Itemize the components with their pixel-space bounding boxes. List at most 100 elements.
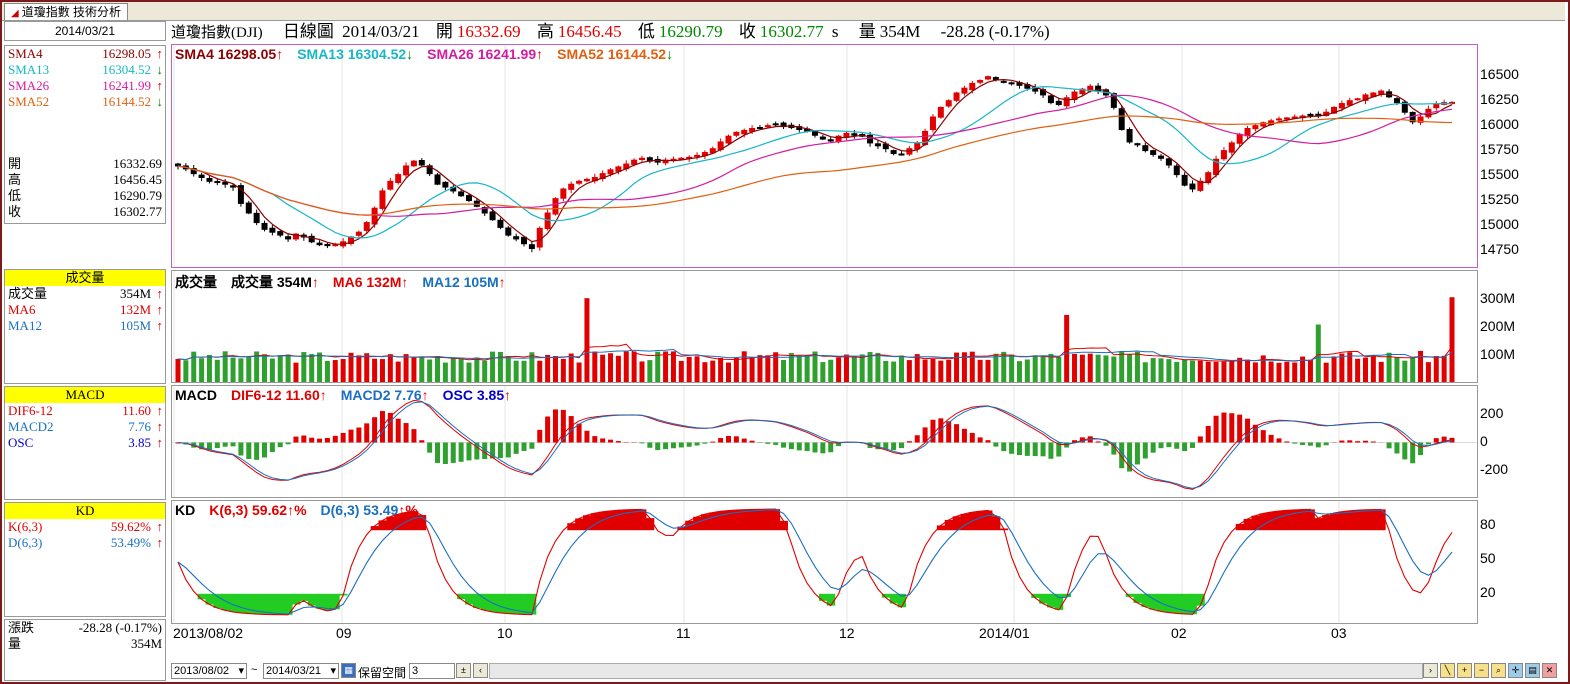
legend-item: KD bbox=[175, 502, 195, 518]
macd-chart[interactable]: MACD DIF6-12 11.60↑ MACD2 7.76↑ OSC 3.85↑ bbox=[171, 385, 1478, 498]
candle-body bbox=[245, 202, 252, 214]
osc-bar bbox=[1024, 442, 1030, 456]
price-legend: SMA4 16298.05↑ SMA13 16304.52↓ SMA26 16241… bbox=[175, 46, 687, 62]
macd-info-row: ↑ OSC 3.85 bbox=[5, 435, 165, 451]
kd-overbought-fill bbox=[1361, 509, 1370, 531]
kd-overbought-fill bbox=[1337, 511, 1347, 531]
volume-bar bbox=[1449, 297, 1455, 382]
candle-body bbox=[198, 174, 205, 178]
kd-oversold-fill bbox=[826, 593, 836, 606]
kd-overbought-fill bbox=[645, 518, 655, 531]
candle-body bbox=[1079, 88, 1086, 95]
candle-body bbox=[874, 143, 881, 147]
volume-bar bbox=[733, 357, 739, 382]
date-tick-label: 02 bbox=[1171, 625, 1187, 641]
candle-body bbox=[1110, 93, 1117, 108]
crosshair-icon[interactable]: ✛ bbox=[1508, 663, 1523, 678]
scroll-right-icon[interactable]: › bbox=[1423, 663, 1438, 678]
volume-bar bbox=[364, 353, 370, 382]
osc-bar bbox=[938, 418, 944, 443]
print-icon[interactable]: ▤ bbox=[1525, 663, 1540, 678]
scroll-left-icon[interactable]: ‹ bbox=[473, 663, 488, 678]
volume-bar bbox=[891, 361, 897, 382]
spin-icon[interactable]: ± bbox=[456, 663, 471, 678]
zoom-out-icon[interactable]: − bbox=[1474, 663, 1489, 678]
zoom-icon[interactable]: ⌕ bbox=[1491, 663, 1506, 678]
chart-scrollbar[interactable] bbox=[489, 663, 1423, 679]
legend-item: DIF6-12 11.60↑ bbox=[231, 387, 327, 403]
price-chart[interactable]: SMA4 16298.05↑ SMA13 16304.52↓ SMA26 16241… bbox=[171, 44, 1478, 268]
candle-body bbox=[1236, 133, 1243, 144]
volume-label: 量 bbox=[858, 22, 876, 41]
volume-info-row: ↑ MA6 132M bbox=[5, 302, 165, 318]
osc-bar bbox=[1189, 442, 1195, 448]
summary-row: 漲跌 -28.28 (-0.17%) bbox=[5, 620, 165, 636]
reserve-space-input[interactable]: 3 bbox=[409, 663, 455, 679]
volume-bar bbox=[1425, 362, 1431, 382]
end-date-select[interactable]: 2014/03/21 ▾ bbox=[263, 663, 339, 679]
draw-line-icon[interactable]: ╲ bbox=[1440, 663, 1455, 678]
macd-line bbox=[177, 399, 1453, 490]
start-date-select[interactable]: 2013/08/02 ▾ bbox=[171, 663, 247, 679]
period-label: 日線圖 bbox=[282, 22, 334, 41]
axis-tick-label: 20 bbox=[1480, 584, 1496, 600]
osc-bar bbox=[812, 442, 818, 453]
macd-info-label: DIF6-12 bbox=[8, 403, 53, 418]
volume-info-label: 成交量 bbox=[8, 286, 48, 301]
arrow-up-icon: ↑ bbox=[156, 318, 164, 333]
volume-bar bbox=[450, 358, 456, 382]
candle-body bbox=[214, 181, 221, 184]
osc-bar bbox=[324, 437, 330, 443]
kd-oversold-fill bbox=[527, 593, 537, 615]
volume-bar bbox=[773, 352, 779, 382]
volume-bar bbox=[922, 359, 928, 382]
close-label: 收 bbox=[738, 22, 756, 41]
kd-overbought-fill bbox=[370, 526, 380, 531]
kd-line bbox=[177, 508, 1453, 616]
arrow-up-icon: ↑ bbox=[156, 435, 164, 450]
osc-bar bbox=[954, 424, 960, 443]
volume-bar bbox=[843, 354, 849, 382]
macd-info-value: 11.60 bbox=[122, 403, 151, 418]
kd-oversold-fill bbox=[496, 593, 505, 613]
osc-bar bbox=[993, 442, 999, 447]
axis-tick-label: 15000 bbox=[1480, 216, 1519, 232]
axis-tick-label: 50 bbox=[1480, 550, 1496, 566]
volume-bar bbox=[788, 353, 794, 382]
osc-bar bbox=[694, 442, 700, 446]
volume-bar bbox=[1355, 358, 1361, 382]
volume-bar bbox=[592, 351, 598, 382]
volume-chart[interactable]: 成交量 成交量 354M↑ MA6 132M↑ MA12 105M↑ bbox=[171, 270, 1478, 383]
kd-overbought-fill bbox=[740, 509, 749, 531]
arrow-up-icon: ↑ bbox=[156, 78, 164, 93]
zoom-in-icon[interactable]: + bbox=[1457, 663, 1472, 678]
arrow-up-icon: ↑ bbox=[401, 274, 409, 290]
volume-bar bbox=[836, 357, 842, 382]
bottom-toolbar: 2013/08/02 ▾ ~ 2014/03/21 ▾ ▦ 保留空間 3 ± ‹ ›… bbox=[171, 662, 1561, 680]
volume-bar bbox=[608, 353, 614, 382]
osc-bar bbox=[906, 441, 912, 443]
osc-bar bbox=[1119, 442, 1125, 469]
candle-body bbox=[1244, 128, 1251, 137]
volume-bar bbox=[1347, 352, 1353, 382]
osc-bar bbox=[899, 442, 905, 449]
osc-bar bbox=[458, 442, 464, 462]
ohlc-value: 16456.45 bbox=[113, 172, 162, 187]
kd-chart[interactable]: KD K(6,3) 59.62↑% D(6,3) 53.49↑% bbox=[171, 500, 1478, 624]
osc-bar bbox=[545, 416, 551, 443]
tab-technical-analysis[interactable]: ◢ 道瓊指數 技術分析 bbox=[4, 3, 129, 20]
kd-oversold-fill bbox=[504, 593, 513, 614]
candle-body bbox=[355, 231, 362, 236]
settings-icon[interactable]: ▦ bbox=[341, 663, 356, 678]
sma-box: ↑ SMA4 16298.05 ↓ SMA13 16304.52 ↑ SMA26 16241.9… bbox=[4, 45, 166, 224]
volume-bar bbox=[262, 354, 268, 382]
candle-body bbox=[819, 136, 826, 140]
kd-oversold-fill bbox=[268, 593, 277, 615]
volume-bar bbox=[513, 360, 519, 382]
osc-bar bbox=[608, 439, 614, 443]
osc-bar bbox=[1284, 441, 1290, 443]
volume-bar bbox=[1410, 357, 1416, 382]
close-icon[interactable]: ✕ bbox=[1542, 663, 1557, 678]
volume-bar bbox=[765, 355, 771, 382]
kd-oversold-fill bbox=[1031, 593, 1040, 598]
